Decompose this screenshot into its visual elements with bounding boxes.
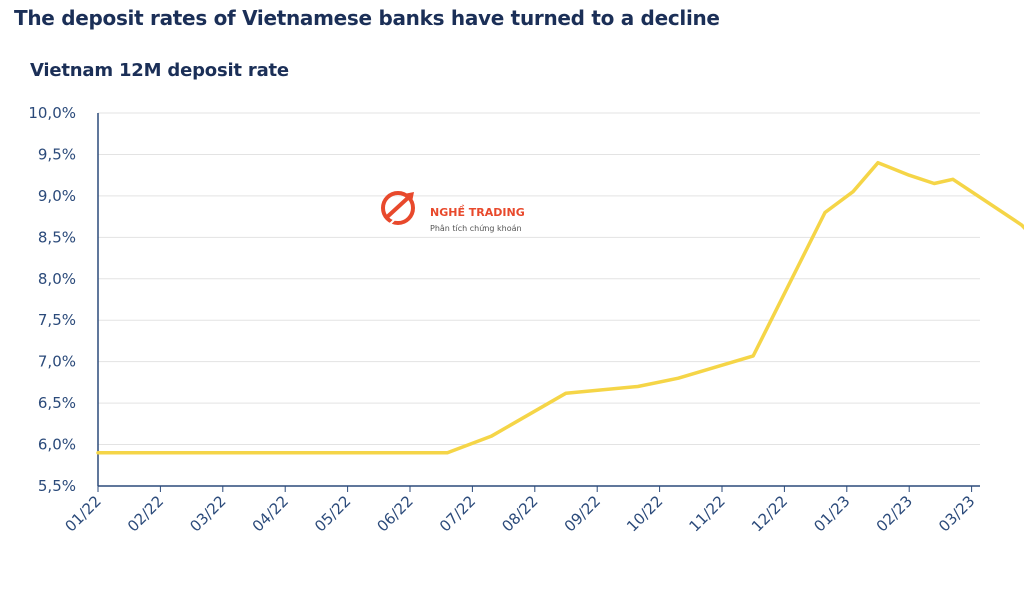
x-tick-label: 03/23 bbox=[935, 492, 978, 535]
watermark-tagline: Phân tích chứng khoán bbox=[430, 224, 522, 233]
x-tick-label: 08/22 bbox=[498, 492, 541, 535]
y-tick-label: 10,0% bbox=[28, 104, 76, 122]
x-tick-label: 09/22 bbox=[561, 492, 604, 535]
gridlines bbox=[98, 112, 980, 446]
trading-arrows-logo-icon bbox=[381, 191, 415, 225]
headline: The deposit rates of Vietnamese banks ha… bbox=[14, 6, 720, 30]
x-tick-label: 03/22 bbox=[186, 492, 229, 535]
x-tick-label: 12/22 bbox=[748, 492, 791, 535]
watermark-brand: NGHỀ TRADING bbox=[430, 205, 525, 219]
x-tick-label: 10/22 bbox=[623, 492, 666, 535]
y-tick-label: 9,5% bbox=[38, 145, 76, 163]
chart-title: Vietnam 12M deposit rate bbox=[30, 60, 289, 81]
x-tick-label: 04/22 bbox=[249, 492, 292, 535]
y-tick-label: 8,5% bbox=[38, 228, 76, 246]
x-tick-label: 11/22 bbox=[686, 492, 729, 535]
x-tick-labels: 01/22 02/22 03/22 04/22 05/22 06/22 07/22 08/22… bbox=[62, 492, 979, 535]
axes bbox=[97, 113, 980, 492]
series-layer bbox=[96, 160, 1024, 455]
x-tick-label: 01/22 bbox=[62, 492, 105, 535]
y-tick-label: 7,0% bbox=[38, 353, 76, 371]
x-tick-label: 02/23 bbox=[873, 492, 916, 535]
x-tick-label: 02/22 bbox=[124, 492, 167, 535]
x-tick-label: 01/23 bbox=[810, 492, 853, 535]
y-tick-label: 7,5% bbox=[38, 311, 76, 329]
y-tick-label: 5,5% bbox=[38, 477, 76, 495]
x-tick-label: 07/22 bbox=[436, 492, 479, 535]
y-tick-label: 6,0% bbox=[38, 436, 76, 454]
y-tick-label: 9,0% bbox=[38, 187, 76, 205]
watermark: NGHỀ TRADING Phân tích chứng khoán bbox=[381, 191, 525, 233]
y-tick-label: 8,0% bbox=[38, 270, 76, 288]
x-tick-label: 06/22 bbox=[374, 492, 417, 535]
y-tick-label: 6,5% bbox=[38, 394, 76, 412]
x-tick-label: 05/22 bbox=[311, 492, 354, 535]
y-tick-labels: 5,5% 6,0% 6,5% 7,0% 7,5% 8,0% 8,5% 9,0% 9,5% 10,0… bbox=[28, 104, 76, 495]
deposit-rate-line bbox=[96, 160, 1024, 455]
